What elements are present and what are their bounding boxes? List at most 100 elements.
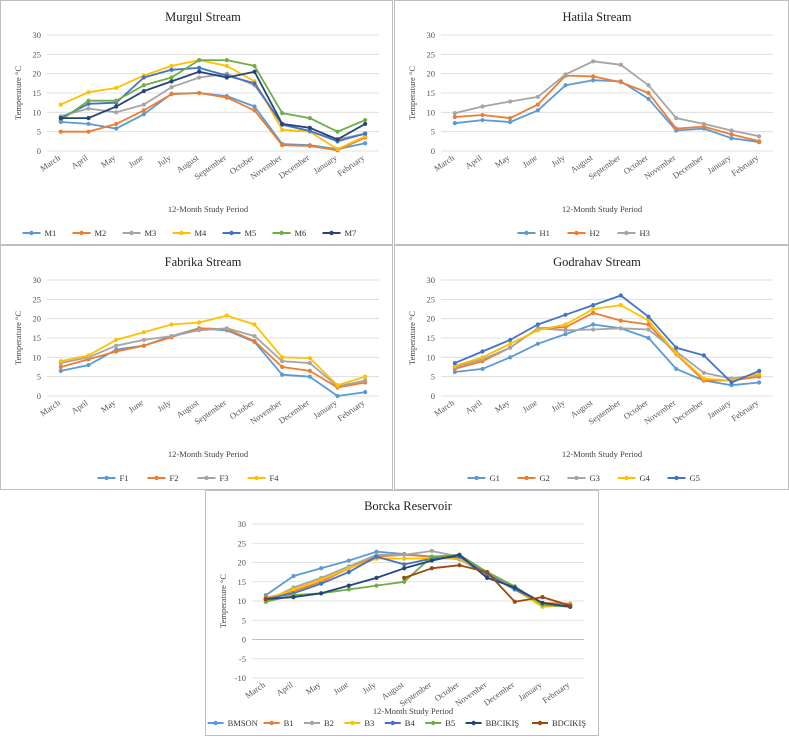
y-tick-label: 0 [37,391,41,401]
series-line [454,74,760,143]
data-point [374,554,379,559]
data-point [363,374,368,379]
y-tick-label: 10 [427,352,436,362]
data-point [141,112,146,117]
legend-item-M4: M4 [172,228,207,238]
data-point [197,328,202,333]
data-point [197,75,202,80]
x-tick-label: April [274,679,295,698]
data-point [480,104,485,109]
y-tick-label: 30 [427,30,436,40]
data-point [114,85,119,91]
y-tick-label: 30 [33,275,42,285]
data-point [224,75,229,80]
x-tick-label: January [705,397,733,421]
data-point [263,596,268,602]
x-tick-label: November [642,152,677,181]
legend-label: M6 [295,228,307,238]
data-point [224,326,229,331]
y-tick-label: 25 [238,538,247,548]
legend-label: G1 [490,473,500,483]
x-axis-label: 12-Month Study Period [373,706,454,716]
data-point [58,364,63,370]
data-point [402,575,407,580]
data-point [508,355,513,360]
legend-item-B4: B4 [384,718,415,728]
y-tick-label: 25 [427,49,436,59]
data-point [335,129,340,134]
x-tick-label: June [331,679,350,696]
data-point [58,102,63,107]
legend: BMSON B1 B2 B3 B4 B5 BBCIKIŞ BDCIKIŞ [207,718,586,728]
legend-swatch-marker [537,720,543,726]
data-point [363,121,368,127]
data-point [141,337,146,343]
data-point [646,322,651,327]
data-point [535,102,540,107]
data-point [169,67,174,72]
legend-label: M2 [95,228,107,238]
data-point [535,328,540,333]
data-point [114,343,119,348]
y-tick-label: 5 [37,372,41,382]
x-tick-label: April [463,152,484,171]
data-point [114,349,119,354]
data-point [674,126,679,131]
data-point [86,362,91,368]
x-tick-label: June [126,152,145,169]
legend-label: F1 [120,473,129,483]
chart-panel-fabrika: Fabrika Stream 0 5 10 15 20 25 30 March April May J… [0,245,393,490]
data-point [114,110,119,115]
data-point [591,59,596,64]
series-line [60,70,366,141]
y-tick-label: 10 [238,596,247,606]
data-point [374,549,379,554]
legend-swatch-marker [213,720,218,726]
legend-item-H1: H1 [517,228,550,238]
data-point [280,355,285,360]
data-point [646,314,651,319]
y-tick-label: 0 [431,391,435,401]
legend-swatch-marker [254,475,259,481]
legend-swatch-marker [329,230,334,236]
legend-swatch-marker [79,230,84,236]
data-point [169,333,174,339]
legend-label: G5 [690,473,700,483]
data-point [512,599,517,604]
legend-label: BBCIKIŞ [486,718,520,728]
x-tick-label: November [453,679,488,708]
data-point [291,587,296,592]
legend-swatch-marker [350,720,355,726]
data-point [618,62,623,67]
data-point [307,361,312,366]
data-point [280,127,285,132]
legend-label: B1 [284,718,294,728]
data-point [591,327,596,332]
data-point [319,566,324,571]
data-point [508,345,513,350]
legend-item-BMSON: BMSON [207,718,258,728]
series-line [60,327,366,388]
data-point [508,116,513,121]
series-line [60,59,366,150]
legend-swatch-marker [179,230,184,236]
data-point [568,603,573,608]
series-F4 [58,313,368,388]
legend-swatch-marker [574,475,579,481]
data-point [114,121,119,127]
x-tick-label: March [243,679,268,700]
x-tick-label: September [586,397,622,426]
x-tick-label: July [549,397,567,414]
data-point [729,136,734,141]
y-tick-label: 25 [33,294,42,304]
y-tick-label: 15 [427,88,436,98]
x-tick-label: November [248,152,283,181]
x-tick-label: February [335,397,366,423]
legend: G1 G2 G3 G4 G5 [467,473,700,483]
legend-swatch-marker [624,230,629,236]
data-point [674,116,679,121]
chart-title: Hatila Stream [562,10,631,24]
legend-item-F3: F3 [197,473,228,483]
data-point [346,566,351,571]
chart-panel-murgul: Murgul Stream 0 5 10 15 20 25 30 March April May Ju… [0,0,393,245]
